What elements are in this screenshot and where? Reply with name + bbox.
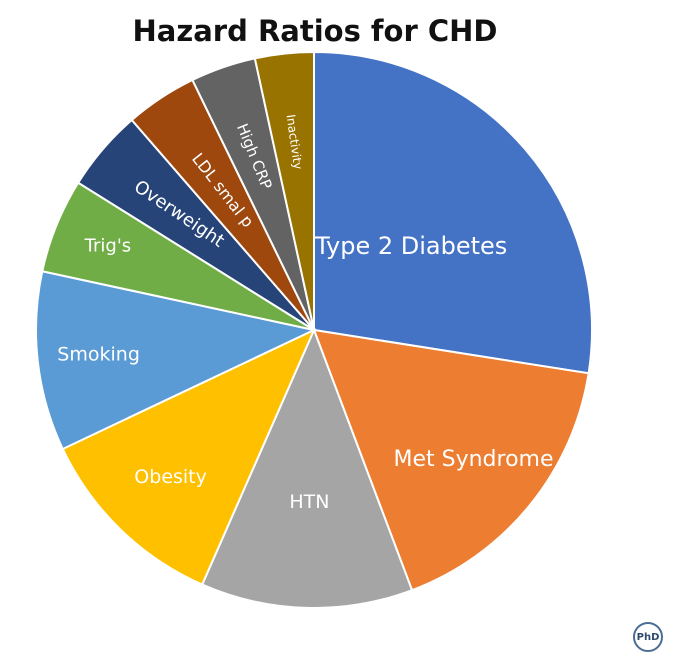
pie-slice-met-syndrome [312,328,590,592]
pie-label-type-2-diabetes: Type 2 Diabetes [314,232,507,260]
pie-slice-type-2-diabetes [313,50,593,375]
chart-title: Hazard Ratios for CHD [132,14,498,48]
pie-label-obesity: Obesity [134,466,207,488]
pie-slice-obesity [61,327,316,586]
pie-label-trig-s: Trig's [84,235,132,256]
pie-slice-htn [200,327,414,609]
pie-slice-inactivity [253,50,315,331]
pie-label-smoking: Smoking [57,343,140,365]
watermark-logo: PhD [633,622,663,652]
pie-label-met-syndrome: Met Syndrome [393,447,553,472]
pie-label-htn: HTN [289,491,329,513]
